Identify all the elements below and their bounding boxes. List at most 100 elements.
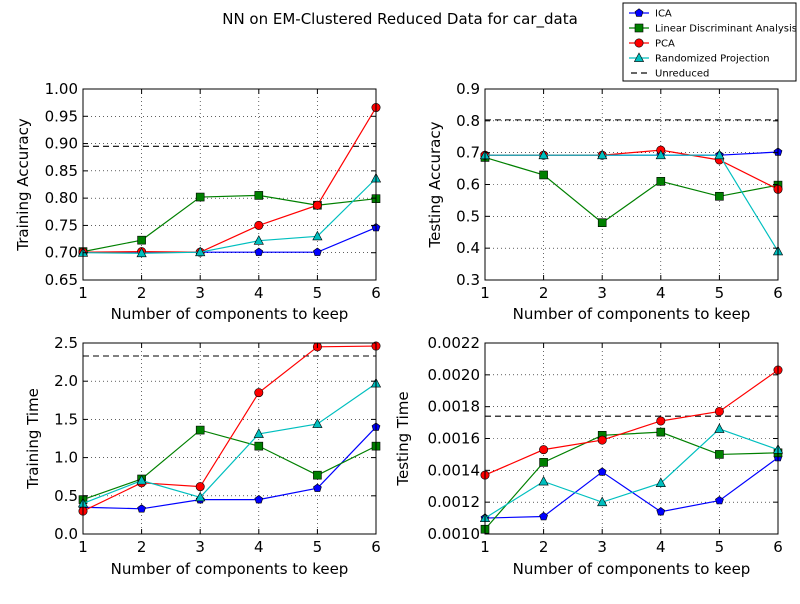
y-tick-label: 0.6: [456, 176, 480, 194]
y-tick-label: 0.8: [456, 112, 480, 130]
y-tick-label: 0.7: [456, 144, 480, 162]
y-axis-label: Testing Time: [394, 391, 412, 486]
x-tick-label: 3: [597, 284, 607, 302]
x-tick-label: 2: [539, 284, 549, 302]
data-point: [312, 230, 323, 241]
x-tick-label: 2: [539, 538, 549, 556]
data-point: [254, 441, 264, 451]
data-point: [313, 247, 322, 256]
data-point: [597, 218, 607, 227]
data-point: [136, 247, 147, 258]
x-tick-label: 3: [597, 538, 607, 556]
legend-label: PCA: [655, 39, 675, 50]
series-line: [484, 428, 779, 519]
x-tick-label: 2: [137, 284, 147, 302]
data-point: [597, 467, 607, 476]
x-tick-label: 5: [313, 284, 323, 302]
data-point: [254, 191, 264, 200]
subplot-4: 1 2 3 4 5 6 0.0010 0.0012 0.0014 0.0016 0.0018 0.00…: [394, 334, 784, 578]
y-tick-label: 1.0: [54, 449, 78, 467]
data-point: [195, 246, 206, 257]
y-tick-label: 0.4: [456, 239, 480, 257]
legend-label: Randomized Projection: [655, 54, 770, 65]
axes-frame: [82, 342, 377, 535]
data-point: [136, 474, 147, 485]
y-tick-label: 0.95: [45, 107, 78, 125]
y-tick-label: 0.3: [456, 271, 480, 289]
legend-label: ICA: [655, 9, 672, 20]
series-line: [484, 156, 779, 224]
figure-title: NN on EM-Clustered Reduced Data for car_…: [222, 10, 578, 29]
y-tick-label: 2.5: [54, 334, 78, 352]
data-point: [656, 416, 666, 426]
x-tick-label: 4: [254, 284, 264, 302]
data-point: [539, 511, 548, 521]
data-point: [715, 191, 724, 201]
legend-entry: Randomized Projection: [629, 52, 770, 65]
series-line: [82, 429, 377, 501]
y-tick-label: 0.0014: [428, 461, 481, 479]
legend-entry: PCA: [629, 38, 675, 50]
legend-entry: Linear Discriminant Analysis: [629, 24, 797, 35]
y-tick-label: 0.65: [45, 271, 78, 289]
subplot-2: 1 2 3 4 5 6 0.3 0.4 0.5 0.6 0.7 0.8 0.9 Number of com…: [426, 80, 784, 323]
y-tick-label: 1.5: [54, 410, 78, 428]
x-tick-label: 5: [313, 538, 323, 556]
data-point: [195, 425, 205, 435]
x-tick-label: 5: [715, 284, 725, 302]
legend-box: [622, 2, 797, 82]
data-point: [714, 406, 724, 416]
y-axis-label: Testing Accuracy: [426, 121, 444, 248]
data-point: [137, 504, 146, 513]
x-axis-label: Number of components to keep: [111, 560, 349, 578]
data-point: [597, 435, 607, 445]
y-tick-label: 0.0010: [428, 525, 481, 543]
x-tick-label: 4: [656, 538, 666, 556]
x-tick-label: 6: [773, 284, 783, 302]
data-point: [195, 482, 205, 492]
data-point: [656, 427, 666, 437]
series-line: [82, 345, 377, 512]
x-tick-label: 4: [254, 538, 264, 556]
data-point: [313, 483, 322, 492]
y-tick-label: 2.0: [54, 372, 78, 390]
subplot-1: 1 2 3 4 5 6 0.65 0.70 0.75 0.80 0.85 0.90 0.95 1.00 Nu…: [14, 80, 382, 323]
x-tick-label: 3: [195, 538, 205, 556]
y-tick-label: 0.70: [45, 244, 78, 262]
data-point: [254, 495, 264, 504]
data-point: [539, 458, 548, 467]
x-tick-label: 5: [715, 538, 725, 556]
legend-label: Unreduced: [655, 69, 709, 80]
y-tick-label: 0.90: [45, 135, 78, 153]
y-tick-label: 1.00: [45, 80, 78, 98]
data-point: [254, 247, 264, 256]
series-line: [485, 154, 779, 252]
series-line: [484, 369, 779, 476]
data-point: [597, 496, 608, 507]
legend-marker: [634, 38, 644, 48]
data-point: [656, 177, 666, 186]
x-tick-label: 3: [195, 284, 205, 302]
y-tick-label: 0.85: [45, 162, 78, 180]
data-point: [715, 496, 724, 505]
legend-marker: [634, 8, 644, 17]
series-line: [484, 431, 779, 530]
y-tick-label: 0.80: [45, 189, 78, 207]
data-point: [597, 149, 608, 160]
y-axis-label: Training Time: [24, 388, 42, 490]
legend-entry: Unreduced: [631, 69, 709, 80]
data-point: [195, 192, 205, 202]
axes-frame: [82, 88, 377, 281]
y-axis-label: Training Accuracy: [14, 118, 32, 252]
x-tick-label: 4: [656, 284, 666, 302]
data-point: [312, 418, 323, 428]
y-tick-label: 0.0012: [428, 493, 481, 511]
y-tick-label: 0.0020: [428, 366, 481, 384]
data-point: [313, 470, 322, 480]
y-tick-label: 0.5: [54, 487, 78, 505]
plot-area: [485, 89, 778, 280]
legend-marker: [634, 23, 644, 33]
data-point: [254, 388, 264, 398]
y-tick-label: 0.75: [45, 216, 78, 234]
